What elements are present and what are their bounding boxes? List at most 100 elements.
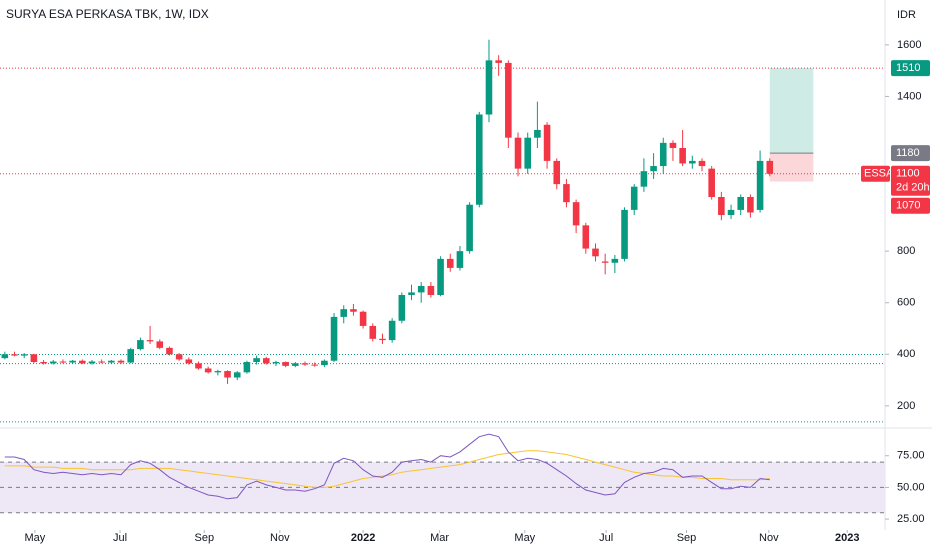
- symbol-bg: [861, 165, 890, 182]
- candle-body: [30, 354, 38, 363]
- candle-body: [330, 316, 338, 361]
- candle-body: [175, 354, 183, 360]
- x-tick-label: 2022: [351, 532, 375, 544]
- candle-body: [476, 114, 483, 205]
- candle-body: [272, 362, 280, 364]
- x-tick-label: 2023: [835, 532, 859, 544]
- candle-body: [621, 209, 628, 259]
- x-tick-label: Jul: [599, 532, 613, 544]
- x-tick-label: Nov: [759, 532, 779, 544]
- candle-body: [514, 137, 522, 169]
- candle-body: [708, 168, 715, 197]
- x-tick-label: Sep: [677, 532, 697, 544]
- rsi-line: [4, 433, 770, 500]
- y-tick-label: 1600: [897, 39, 921, 51]
- candle-body: [88, 361, 96, 364]
- y-tick-label: 200: [897, 400, 915, 412]
- candle-body: [146, 340, 154, 342]
- target-label-bg: [891, 60, 930, 77]
- candle-body: [747, 196, 754, 213]
- candle-body: [301, 363, 309, 365]
- candle-body: [398, 294, 406, 321]
- rsi-tick-label: 50.00: [897, 481, 925, 493]
- candle-body: [253, 358, 260, 363]
- candle-body: [689, 160, 696, 164]
- countdown-label: 2d 20h: [896, 182, 930, 194]
- candle-body: [369, 325, 377, 339]
- x-tick-label: Sep: [195, 532, 215, 544]
- candle-body: [659, 142, 667, 167]
- stop-label: 1070: [896, 200, 920, 212]
- candle-body: [79, 360, 86, 364]
- candle-body: [20, 354, 28, 356]
- candle-body: [572, 202, 580, 226]
- last-price-label: 1100: [896, 168, 920, 180]
- candle-body: [137, 340, 144, 350]
- candle-body: [379, 338, 386, 341]
- candle-body: [98, 361, 105, 363]
- candle-body: [49, 361, 57, 364]
- candle-body: [698, 160, 706, 167]
- candle-body: [59, 361, 67, 363]
- rsi-tick-label: 25.00: [897, 513, 925, 525]
- candle-body: [1, 354, 9, 359]
- x-tick-label: Mar: [430, 532, 449, 544]
- candle-body: [582, 225, 590, 249]
- candle-body: [340, 309, 348, 317]
- candle-body: [127, 349, 135, 363]
- candle-body: [166, 347, 173, 355]
- candle-body: [630, 186, 638, 210]
- candle-body: [505, 62, 512, 138]
- candle-body: [388, 320, 396, 341]
- last-price-bg: [891, 165, 930, 196]
- rsi-tick-label: 75.00: [897, 450, 925, 462]
- symbol-label: ESSA: [864, 168, 894, 180]
- rsi-pane: [0, 433, 885, 514]
- y-tick-label: 800: [897, 245, 915, 257]
- entry-label-bg: [891, 145, 930, 162]
- candle-body: [543, 124, 551, 161]
- stop-label-bg: [891, 197, 930, 214]
- rsi-line: [4, 450, 770, 488]
- candle-body: [185, 359, 193, 364]
- candle-body: [311, 364, 318, 366]
- candle-body: [359, 311, 367, 326]
- candle-body: [224, 371, 231, 378]
- x-tick-label: May: [24, 532, 45, 544]
- candle-body: [650, 166, 657, 172]
- candle-body: [727, 209, 735, 216]
- candle-body: [262, 358, 270, 364]
- candle-body: [321, 360, 328, 366]
- candle-body: [437, 258, 444, 295]
- candle-body: [417, 285, 425, 293]
- candle-body: [601, 261, 609, 263]
- candle-body: [766, 160, 774, 174]
- target-label: 1510: [896, 62, 920, 74]
- target-zone: [769, 68, 814, 154]
- candle-body: [446, 258, 454, 268]
- candle-body: [640, 171, 648, 187]
- candle-body: [524, 137, 531, 169]
- candle-body: [233, 372, 241, 378]
- candle-body: [214, 371, 222, 373]
- candle-body: [679, 148, 686, 164]
- candle-body: [195, 363, 202, 369]
- y-tick-label: 400: [897, 348, 915, 360]
- candle-body: [117, 360, 125, 363]
- candle-body: [534, 129, 541, 138]
- x-tick-label: Nov: [270, 532, 290, 544]
- x-tick-label: May: [514, 532, 535, 544]
- candle-body: [350, 309, 357, 312]
- candle-body: [243, 362, 251, 373]
- candle-body: [69, 360, 76, 363]
- candle-body: [282, 362, 289, 366]
- candle-body: [11, 354, 18, 356]
- candle-body: [563, 184, 570, 203]
- candle-body: [669, 142, 677, 149]
- candle-body: [592, 248, 599, 257]
- candle-body: [156, 341, 164, 348]
- x-tick-label: Jul: [113, 532, 127, 544]
- stop-zone: [769, 153, 814, 182]
- candle-body: [485, 60, 493, 115]
